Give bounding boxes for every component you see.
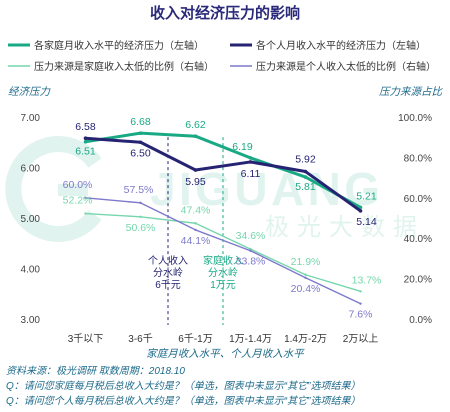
household-pressure-line-point [83,139,88,144]
household-share-line-label: 50.6% [126,222,156,234]
threshold-lines [167,137,224,325]
household-pressure-line-label: 5.81 [295,181,316,193]
household-share-line-point [194,222,197,225]
personal-pressure-line-label: 6.58 [75,121,96,133]
personal-share-line [85,197,361,305]
legend-label-4: 压力来源是个人收入太低的比例（右轴） [256,60,436,73]
x-axis-ticks: 3千以下 3-6千 6千-1万 1万-1.4万 1.4万-2万 2万以上 [68,333,379,345]
personal-pressure-line-point [83,136,88,141]
y-left-tick-label: 3.00 [21,315,41,326]
threshold-annotation: 分水岭 [208,266,238,279]
personal-share-line-label: 20.4% [291,283,321,295]
household-pressure-line-point [303,175,308,179]
household-pressure-line-label: 6.19 [232,141,253,153]
threshold-annotation: 分水岭 [153,266,183,279]
y-axis-right-ticks: 0.0% 20.0% 40.0% 60.0% 80.0% 100.0% [398,113,432,326]
y-left-tick-label: 7.00 [21,113,41,124]
y-right-tick-label: 0.0% [409,315,432,326]
household-share-line-point [139,215,142,218]
y-right-tick-label: 100.0% [398,113,432,124]
personal-pressure-line-label: 5.92 [295,154,316,166]
x-tick-label: 2万以上 [343,333,379,345]
x-tick-label: 6千-1万 [178,333,212,345]
footer-question-1: Q：请问您家庭每月税后总收入大约是？（单选，图表中未显示“其它”选项结果） [6,381,361,392]
y-axis-left-ticks: 3.00 4.00 5.00 6.00 7.00 [21,113,41,326]
x-tick-label: 3-6千 [128,333,152,345]
household-share-line-point [304,273,307,276]
y-axis-right-title: 压力来源占比 [379,86,443,98]
personal-share-line-point [194,228,197,232]
threshold-annotation: 个人收入 [148,254,188,267]
legend-label-3: 压力来源是家庭收入太低的比例（右轴） [34,60,214,73]
household-pressure-line-point [358,205,363,210]
personal-pressure-line-point [303,169,308,174]
household-pressure-line-label: 6.62 [185,119,206,131]
personal-pressure-line-label: 6.11 [241,168,261,180]
personal-share-line-label: 7.6% [349,309,373,321]
personal-share-line-label: 60.0% [63,179,93,191]
personal-share-line-point [139,201,142,205]
personal-share-line-label: 44.1% [181,235,211,247]
household-share-line-point [359,290,362,293]
personal-pressure-line-point [138,140,143,145]
personal-pressure-line-label: 5.14 [356,216,377,228]
personal-share-line-point [249,249,252,252]
household-share-line-label: 34.6% [236,230,266,242]
y-left-tick-label: 6.00 [21,164,41,175]
personal-share-line-point [84,196,87,199]
household-pressure-line-label: 5.21 [356,190,377,202]
household-pressure-line-point [193,134,198,138]
personal-pressure-line-point [193,168,198,172]
personal-pressure-line-label: 5.95 [185,176,206,188]
series-layer [83,131,363,305]
legend: 各家庭月收入水平的经济压力（左轴） 各个人月收入水平的经济压力（左轴） 压力来源… [8,39,436,73]
household-share-line-label: 52.2% [63,195,93,207]
y-left-tick-label: 5.00 [21,214,41,225]
y-left-tick-label: 4.00 [21,265,41,276]
household-pressure-line [85,131,362,209]
household-share-line-point [84,212,87,215]
y-right-tick-label: 80.0% [404,153,432,164]
x-tick-label: 1万-1.4万 [229,334,272,345]
x-axis-title: 家庭月收入水平、个人月收入水平 [146,348,305,360]
personal-pressure-line-label: 6.50 [130,147,151,159]
household-pressure-line-label: 6.51 [75,146,96,158]
y-right-tick-label: 40.0% [404,234,432,245]
household-pressure-line-point [138,131,143,135]
personal-share-line-point [304,276,307,279]
legend-label-2: 各个人月收入水平的经济压力（左轴） [256,39,426,52]
household-share-line-label: 21.9% [291,256,321,268]
personal-share-line-label: 57.5% [124,184,154,196]
threshold-annotation: 1万元 [210,280,236,291]
x-tick-label: 3千以下 [68,333,104,345]
y-right-tick-label: 60.0% [404,194,432,205]
footer-question-2: Q：请问您个人每月税后总收入大约是？（单选，图表中未显示“其它”选项结果） [6,396,361,407]
legend-label-1: 各家庭月收入水平的经济压力（左轴） [34,39,204,52]
personal-share-line-label: 33.8% [236,256,266,268]
household-share-line-label: 13.7% [352,274,382,286]
data-labels: 6.51 6.68 6.62 6.19 5.81 5.21 6.58 6.50 5.95 6.11… [63,116,382,320]
threshold-annotation: 家庭收入 [203,254,243,267]
y-axis-left-title: 经济压力 [8,86,51,98]
household-share-line-label: 47.4% [181,204,211,216]
personal-pressure-line [85,136,362,213]
y-right-tick-label: 20.0% [404,275,432,286]
footer-source: 资料来源：极光调研 取数周期：2018.10 [6,366,185,377]
household-share-line [85,212,361,292]
personal-share-line-point [359,302,362,305]
x-tick-label: 1.4万-2万 [284,334,327,345]
svg-text:极光大数据: 极光大数据 [265,213,425,241]
personal-pressure-line-point [358,209,363,213]
personal-pressure-line-point [248,160,253,164]
household-pressure-line-point [248,156,253,160]
chart-title: 收入对经济压力的影响 [150,4,300,22]
threshold-annotation: 6千元 [155,279,181,291]
household-pressure-line-label: 6.68 [130,116,151,128]
